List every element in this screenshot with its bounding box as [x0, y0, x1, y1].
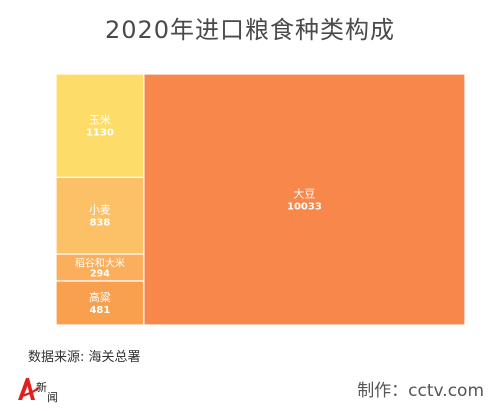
- treemap-label-name-1: 玉米: [89, 114, 111, 127]
- treemap-label-name-2: 小麦: [89, 204, 111, 217]
- logo-text-2: 闻: [47, 390, 58, 404]
- credit-text: 制作：cctv.com: [357, 376, 484, 401]
- treemap-label-name-0: 大豆: [293, 187, 315, 201]
- treemap-label-value-3: 294: [90, 269, 110, 280]
- data-source: 数据来源: 海关总署: [28, 346, 141, 365]
- logo-text-1: 新: [36, 380, 47, 394]
- treemap-label-value-4: 481: [89, 305, 110, 316]
- news-logo: 新 闻: [14, 374, 66, 404]
- treemap-label-value-1: 1130: [86, 128, 114, 139]
- treemap-label-name-4: 高粱: [89, 290, 111, 304]
- treemap-label-value-0: 10033: [287, 202, 322, 213]
- treemap-label-value-2: 838: [89, 218, 110, 229]
